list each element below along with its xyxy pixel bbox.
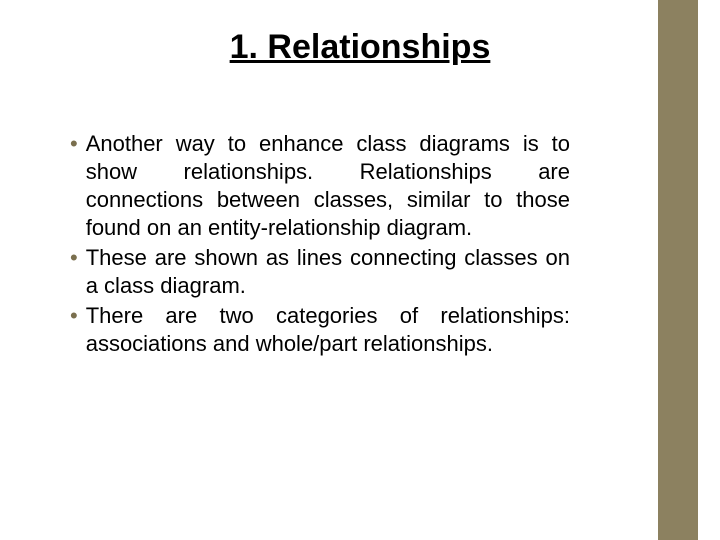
bullet-item: • These are shown as lines connecting cl… bbox=[70, 244, 570, 300]
bullet-text: Another way to enhance class diagrams is… bbox=[86, 130, 570, 242]
accent-bar bbox=[658, 0, 698, 540]
bullet-text: There are two categories of relationship… bbox=[86, 302, 570, 358]
bullet-mark-icon: • bbox=[70, 302, 78, 330]
bullet-item: • Another way to enhance class diagrams … bbox=[70, 130, 570, 242]
bullet-mark-icon: • bbox=[70, 130, 78, 158]
slide-content: • Another way to enhance class diagrams … bbox=[70, 130, 570, 360]
bullet-text: These are shown as lines connecting clas… bbox=[86, 244, 570, 300]
bullet-item: • There are two categories of relationsh… bbox=[70, 302, 570, 358]
slide-title: 1. Relationships bbox=[0, 28, 720, 67]
slide: 1. Relationships • Another way to enhanc… bbox=[0, 0, 720, 540]
bullet-mark-icon: • bbox=[70, 244, 78, 272]
